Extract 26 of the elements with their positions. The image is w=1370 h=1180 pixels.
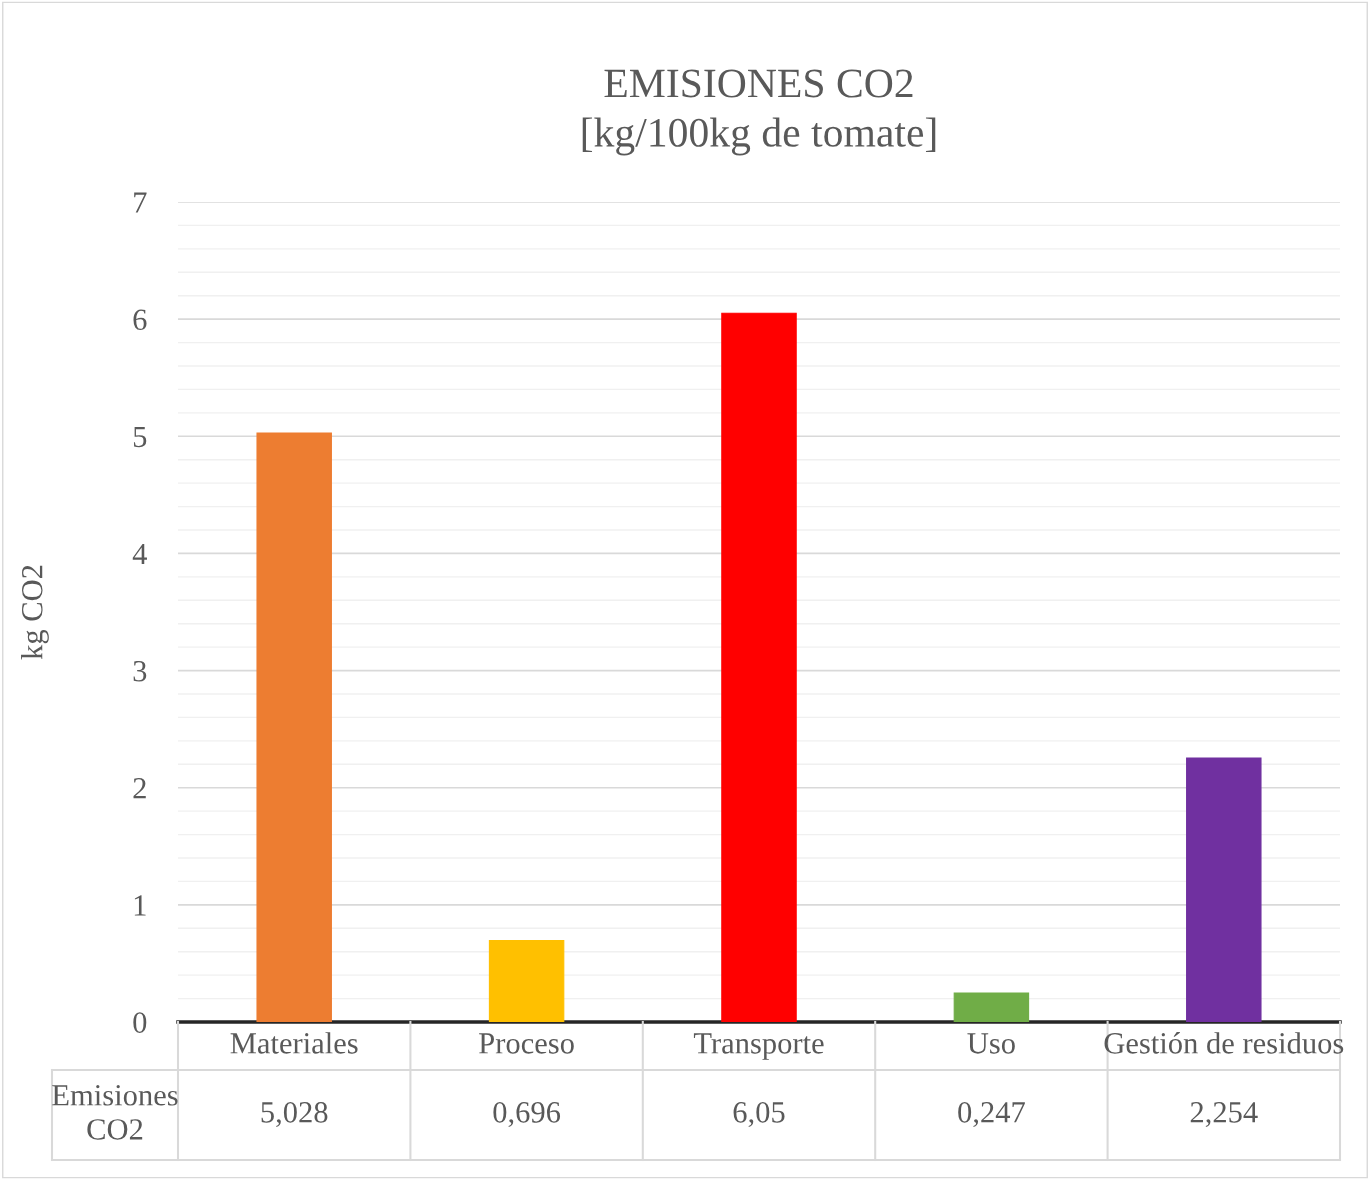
y-tick-label: 5: [133, 426, 147, 448]
bar: [953, 992, 1030, 1022]
y-tick-label: 7: [134, 192, 147, 213]
data-label: 2,254: [1190, 1102, 1258, 1128]
bar: [256, 432, 332, 1022]
x-tick-label: Proceso: [479, 1033, 574, 1054]
y-tick-label: 6: [133, 309, 147, 331]
x-tick-label: Materiales: [230, 1032, 358, 1054]
y-axis-title: kg CO2: [21, 565, 49, 660]
data-label: 6,05: [733, 1102, 785, 1128]
x-tick-label: Gestión de residuos: [1104, 1032, 1344, 1054]
x-tick-label: Transporte: [693, 1033, 824, 1060]
data-label: 5,028: [261, 1102, 328, 1128]
x-tick-label: Uso: [967, 1033, 1015, 1054]
bar: [1186, 757, 1262, 1022]
data-label: 0,696: [493, 1102, 561, 1128]
bar: [721, 312, 797, 1022]
text: Emisiones CO2: [52, 1085, 178, 1140]
y-tick-label: 0: [133, 1012, 147, 1033]
y-tick-label: 4: [132, 543, 147, 565]
chart-title: EMISIONES CO2 [kg/100kg de tomate]: [582, 69, 936, 156]
y-tick-label: 3: [133, 660, 147, 682]
bar: [488, 939, 565, 1022]
y-tick-label: 1: [134, 895, 146, 916]
data-label: 0,247: [958, 1102, 1025, 1128]
y-tick-label: 2: [133, 778, 146, 799]
